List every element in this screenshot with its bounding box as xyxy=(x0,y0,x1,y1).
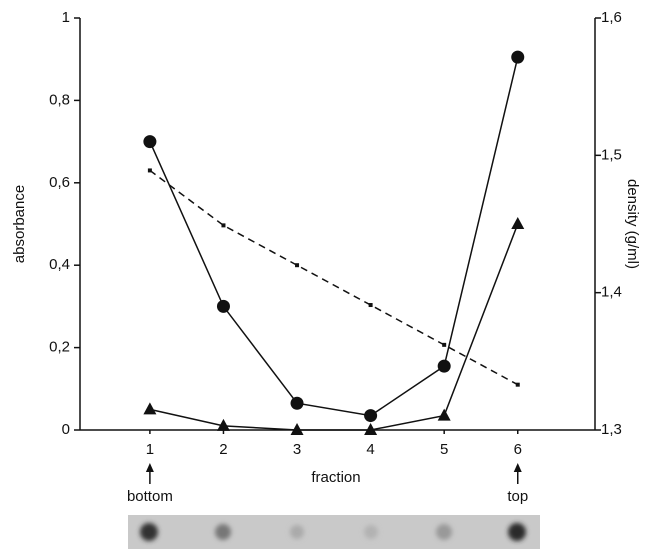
y2-axis-label: density (g/ml) xyxy=(624,179,641,269)
y-tick-label: 0,6 xyxy=(49,174,70,191)
x-tick-label: 4 xyxy=(366,441,374,458)
x-tick-label: 3 xyxy=(293,441,301,458)
y2-tick-label: 1,6 xyxy=(601,9,622,26)
marker-dot xyxy=(442,343,446,347)
marker-triangle xyxy=(143,402,156,414)
y-tick-label: 0 xyxy=(62,421,70,438)
x-tick-label: 1 xyxy=(146,441,154,458)
annotation-arrowhead xyxy=(514,463,522,472)
y-tick-label: 1 xyxy=(62,9,70,26)
y-tick-label: 0,2 xyxy=(49,339,70,356)
x-tick-label: 5 xyxy=(440,441,448,458)
annotation-arrowhead xyxy=(146,463,154,472)
marker-circle xyxy=(364,409,377,422)
marker-dot xyxy=(516,383,520,387)
marker-triangle xyxy=(511,217,524,229)
marker-circle xyxy=(438,360,451,373)
y2-tick-label: 1,3 xyxy=(601,421,622,438)
marker-dot xyxy=(369,303,373,307)
marker-triangle xyxy=(438,409,451,421)
x-tick-label: 6 xyxy=(514,441,522,458)
annotation: bottom xyxy=(127,488,173,505)
x-tick-label: 2 xyxy=(219,441,227,458)
marker-circle xyxy=(217,300,230,313)
blot-strip xyxy=(128,515,540,549)
marker-circle xyxy=(291,397,304,410)
marker-dot xyxy=(148,168,152,172)
chart: fraction absorbance density (g/ml) 0 0,2 0… xyxy=(0,0,647,549)
y-tick-label: 0,8 xyxy=(49,91,70,108)
marker-dot xyxy=(295,263,299,267)
y-tick-label: 0,4 xyxy=(49,256,70,273)
series-line xyxy=(150,224,518,430)
y2-tick-label: 1,5 xyxy=(601,146,622,163)
marker-dot xyxy=(221,223,225,227)
x-axis-label: fraction xyxy=(311,469,360,486)
marker-circle xyxy=(143,135,156,148)
annotation: top xyxy=(507,488,528,505)
y2-tick-label: 1,4 xyxy=(601,284,622,301)
series-line xyxy=(150,57,518,415)
y-axis-label: absorbance xyxy=(11,185,28,263)
series-line xyxy=(150,170,518,384)
marker-circle xyxy=(511,51,524,64)
